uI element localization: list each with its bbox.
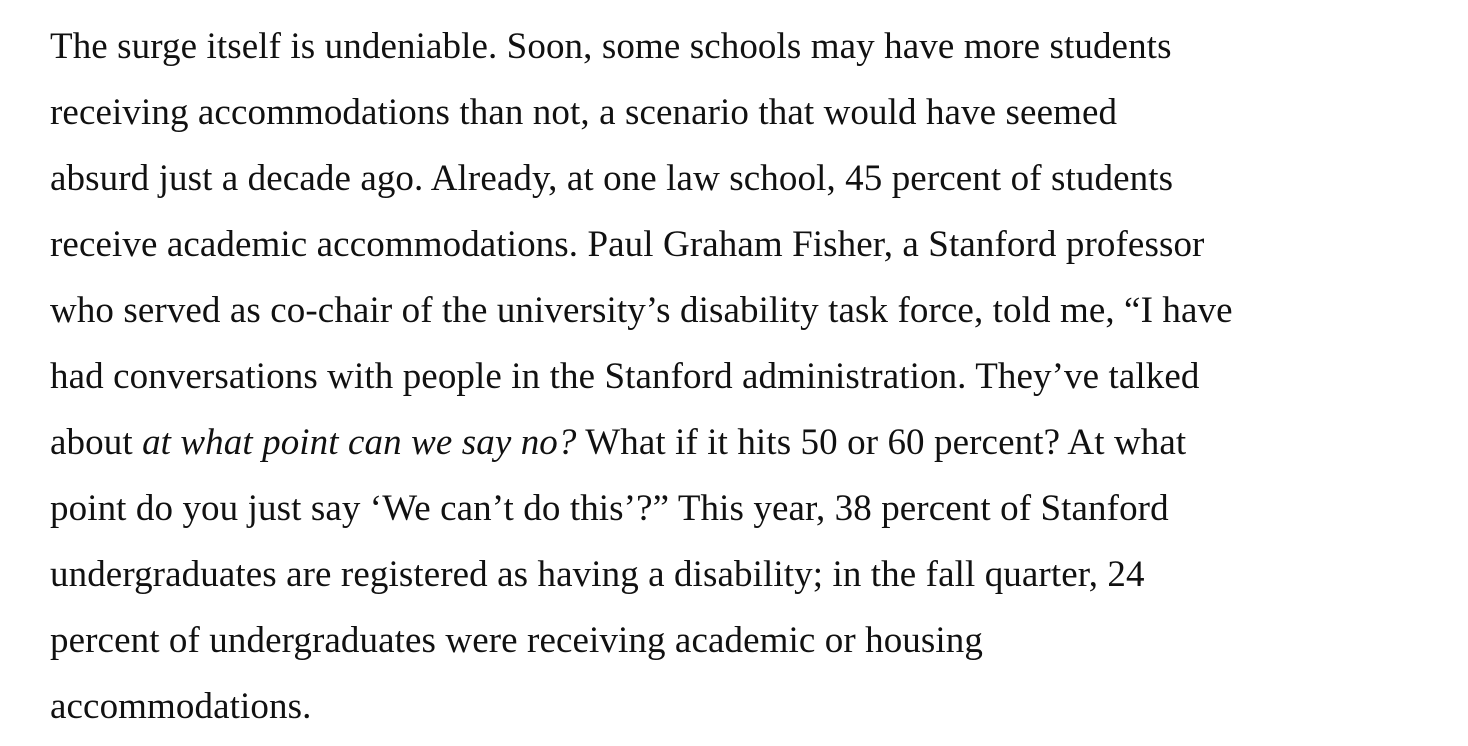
paragraph-line: who served as co-chair of the university… <box>50 290 1233 331</box>
paragraph-line-with-emphasis: about at what point can we say no? What … <box>50 410 1450 476</box>
line-text-before-emphasis: about <box>50 422 143 463</box>
emphasized-quote: at what point can we say no? <box>142 422 577 463</box>
paragraph-line: percent of undergraduates were receiving… <box>50 620 983 661</box>
paragraph-line: accommodations. <box>50 686 312 727</box>
paragraph-line: absurd just a decade ago. Already, at on… <box>50 158 1174 199</box>
paragraph-line: had conversations with people in the Sta… <box>50 356 1200 397</box>
paragraph-line: receive academic accommodations. Paul Gr… <box>50 224 1205 265</box>
article-paragraph: The surge itself is undeniable. Soon, so… <box>50 14 1450 740</box>
paragraph-line: receiving accommodations than not, a sce… <box>50 92 1118 133</box>
paragraph-line: The surge itself is undeniable. Soon, so… <box>50 26 1172 67</box>
paragraph-line: undergraduates are registered as having … <box>50 554 1145 595</box>
paragraph-line: point do you just say ‘We can’t do this’… <box>50 488 1169 529</box>
line-text-after-emphasis: What if it hits 50 or 60 percent? At wha… <box>576 422 1187 463</box>
